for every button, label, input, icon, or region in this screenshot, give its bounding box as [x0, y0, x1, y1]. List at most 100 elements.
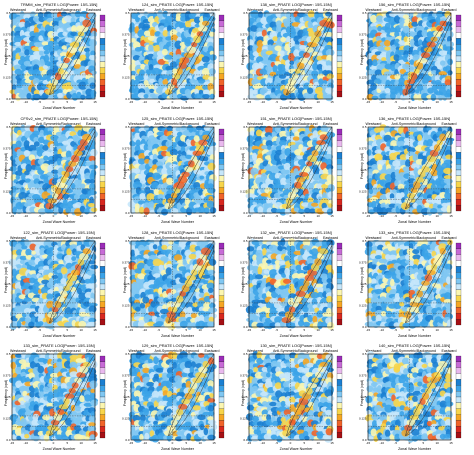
heatmap-cell [79, 381, 88, 388]
heatmap-cell [208, 31, 215, 37]
colorbar-swatch [336, 79, 343, 86]
colorbar-swatch [99, 385, 106, 392]
colorbar-swatch [218, 259, 224, 267]
plot-frame [248, 240, 333, 327]
kelvin-signal-blob [197, 25, 208, 32]
colorbar-swatch [99, 14, 106, 21]
x-tick-label: -5 [394, 328, 397, 332]
x-tick-label: -5 [394, 100, 397, 104]
y-tick-label: 0.25 [5, 395, 11, 399]
kelvin-signal-blob [420, 165, 430, 173]
kelvin-signal-blob [50, 419, 60, 426]
kelvin-signal-blob [65, 52, 74, 58]
colorbar-swatch [218, 187, 224, 194]
heatmap-cell [324, 31, 333, 37]
heatmap-cell [29, 391, 35, 398]
wk-spectrum-panel: 133_sim_PRATE LOG[Power: 15S-15N] Westwar… [0, 341, 118, 454]
heatmap-cell [443, 174, 452, 180]
y-tick-label: 0.0 [125, 97, 130, 101]
heatmap-cell [15, 174, 20, 180]
colorbar-swatch [218, 300, 224, 308]
heatmap-cell [70, 12, 76, 18]
heatmap-cell [19, 259, 25, 264]
colorbar-swatch [218, 318, 224, 325]
heatmap-cell [389, 193, 394, 199]
x-tick-label: 5 [66, 328, 68, 332]
colorbar-swatch [218, 55, 224, 62]
colorbar-swatch [455, 259, 461, 267]
heatmap-cell [388, 254, 397, 260]
dispersion-curve [49, 130, 96, 209]
heatmap-cell [46, 171, 54, 176]
heatmap-cell [63, 254, 73, 262]
colorbar-swatch [455, 85, 461, 92]
heatmap-cell [159, 74, 169, 79]
heatmap-cell [20, 372, 28, 378]
heatmap-cell [259, 195, 268, 204]
x-tick-label: 15 [330, 214, 334, 218]
dispersion-curve [167, 249, 214, 323]
heatmap-cell [165, 184, 174, 191]
heatmap-cell [13, 35, 22, 43]
heatmap-cell [317, 150, 323, 156]
heatmap-cell [312, 130, 319, 139]
eastward-label: Eastward [323, 235, 338, 240]
heatmap-cell [274, 321, 281, 328]
heatmap-cell [389, 91, 396, 100]
colorbar-swatch [455, 242, 461, 249]
heatmap-cell [327, 191, 334, 198]
x-tick-label: 10 [316, 214, 320, 218]
eastward-label: Eastward [441, 235, 457, 240]
colorbar-swatch [336, 14, 343, 21]
heatmap-cell [252, 253, 258, 261]
colorbar-swatch [336, 175, 343, 182]
x-tick-label: 5 [66, 214, 68, 218]
x-tick-label: 15 [212, 214, 216, 218]
heatmap-cell [168, 93, 178, 100]
heatmap-cell [325, 94, 334, 102]
x-tick-label: -5 [157, 100, 160, 104]
heatmap-cell [22, 391, 28, 398]
x-tick-label: 15 [93, 441, 97, 445]
heatmap-cell [299, 45, 306, 50]
heatmap-cell [89, 39, 97, 47]
colorbar-swatch [455, 283, 461, 290]
heatmap-cell [24, 79, 32, 84]
heatmap-cell [443, 178, 453, 184]
plot-frame [11, 12, 96, 100]
kelvin-signal-blob [281, 203, 292, 209]
heatmap-cell [274, 259, 281, 265]
dispersion-curve [167, 244, 214, 323]
kelvin-signal-blob [187, 159, 195, 168]
colorbar-swatch [336, 289, 343, 296]
heatmap-cell [427, 292, 432, 299]
heatmap-cell [261, 172, 267, 181]
heatmap-cell [88, 422, 96, 427]
heatmap-cell [34, 182, 40, 189]
heatmap-cell [416, 126, 423, 131]
y-tick-label: 0.0 [243, 211, 248, 215]
heatmap-cell [258, 11, 263, 19]
heatmap-cell [371, 263, 377, 269]
x-tick-label: -5 [157, 328, 160, 332]
westward-label: Westward [365, 235, 382, 240]
heatmap-cell [49, 55, 56, 63]
heatmap-cell [152, 243, 157, 249]
heatmap-cell [370, 315, 376, 321]
heatmap-cell [278, 139, 287, 146]
heatmap-cell [89, 164, 98, 169]
heatmap-cell [91, 30, 98, 38]
heatmap-cell [31, 250, 37, 255]
heatmap-cell [129, 268, 135, 275]
heatmap-cell [183, 39, 191, 47]
heatmap-cell [87, 60, 97, 69]
dispersion-curve [286, 17, 333, 95]
heatmap-cell [46, 209, 55, 214]
heatmap-cell [156, 10, 163, 19]
heatmap-cell [325, 60, 332, 67]
heatmap-cell [312, 173, 322, 181]
y-tick-label: 0.125 [358, 303, 366, 307]
heatmap-cell [139, 302, 145, 309]
y-tick-label: 0.5 [243, 239, 248, 243]
